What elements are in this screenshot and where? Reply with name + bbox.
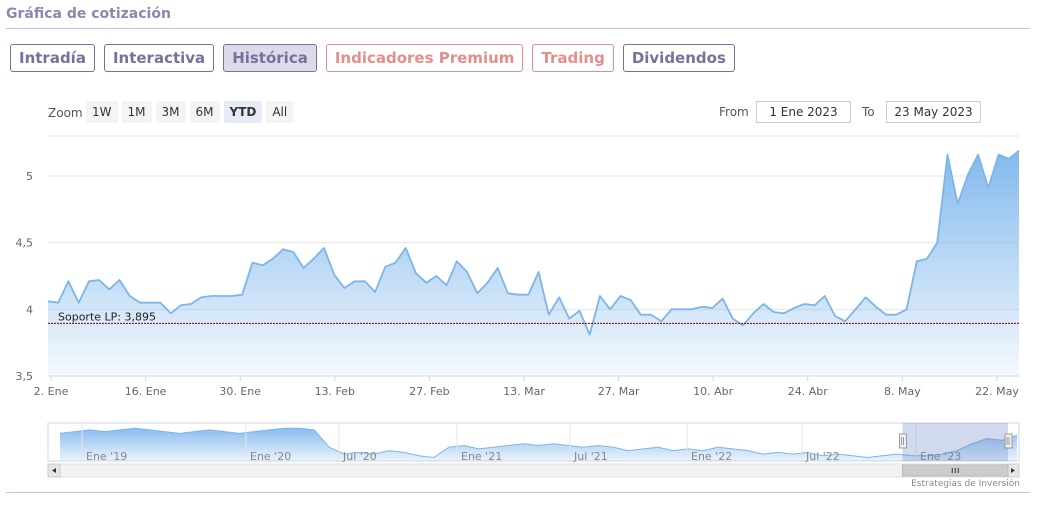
zoom-1w-button[interactable]: 1W — [86, 101, 118, 123]
scrollbar-track — [47, 463, 1020, 478]
y-tick-label: 5 — [26, 170, 33, 183]
navigator-label: Jul '20 — [342, 450, 377, 463]
tab-dividendos[interactable]: Dividendos — [622, 44, 735, 72]
x-tick-label: 8. May — [884, 385, 921, 398]
navigator-label: Ene '21 — [461, 450, 502, 463]
price-area — [48, 150, 1019, 376]
zoom-ytd-button[interactable]: YTD — [223, 101, 263, 123]
zoom-1m-button[interactable]: 1M — [121, 101, 152, 123]
tab-trading[interactable]: Trading — [532, 44, 614, 72]
x-tick-label: 27. Feb — [409, 385, 449, 398]
navigator-right-handle[interactable] — [1004, 433, 1013, 449]
to-date-input[interactable]: 23 May 2023 — [886, 101, 981, 123]
zoom-6m-button[interactable]: 6M — [189, 101, 220, 123]
x-tick-label: 2. Ene — [34, 385, 69, 398]
x-tick-label: 13. Mar — [503, 385, 545, 398]
navigator-label: Ene '22 — [691, 450, 732, 463]
navigator-label: Ene '19 — [86, 450, 127, 463]
tab-interactiva[interactable]: Interactiva — [103, 44, 215, 72]
navigator-label: Ene '20 — [250, 450, 291, 463]
bottom-divider — [6, 492, 1030, 493]
support-line-label: Soporte LP: 3,895 — [58, 310, 156, 323]
tab-historica[interactable]: Histórica — [223, 44, 317, 72]
navigator-line — [59, 427, 1018, 459]
title-divider — [6, 28, 1030, 29]
price-line — [47, 149, 1020, 336]
zoom-label: Zoom — [48, 106, 83, 120]
x-tick-label: 30. Ene — [219, 385, 261, 398]
x-tick-label: 13. Feb — [315, 385, 355, 398]
chart-credits[interactable]: Estrategias de Inversión — [911, 479, 1020, 489]
navigator-window — [902, 423, 1009, 461]
section-title: Gráfica de cotización — [6, 6, 171, 22]
y-tick-label: 4 — [26, 303, 33, 316]
zoom-all-button[interactable]: All — [266, 101, 294, 123]
arrow-left-icon — [52, 468, 56, 473]
navigator-label: Jul '22 — [805, 450, 840, 463]
x-tick-label: 10. Abr — [693, 385, 733, 398]
arrow-right-icon — [1011, 468, 1015, 473]
from-date-input[interactable]: 1 Ene 2023 — [756, 101, 851, 123]
x-tick-label: 27. Mar — [598, 385, 640, 398]
x-tick-label: 16. Ene — [125, 385, 167, 398]
chart-tabs: Intradía Interactiva Histórica Indicador… — [10, 44, 735, 72]
x-tick-label: 22. May — [975, 385, 1019, 398]
price-chart: 3,5 4 4,5 5 Soporte LP: 3,895 2. Ene 16. Ene 30… — [16, 135, 1020, 478]
navigator-label: Ene '23 — [920, 450, 961, 463]
zoom-3m-button[interactable]: 3M — [155, 101, 186, 123]
y-tick-label: 3,5 — [16, 370, 34, 383]
to-label: To — [862, 105, 875, 119]
navigator-label: Jul '21 — [573, 450, 608, 463]
from-label: From — [719, 105, 749, 119]
zoom-buttons: 1W 1M 3M 6M YTD All — [86, 101, 294, 123]
tab-intradia[interactable]: Intradía — [10, 44, 95, 72]
x-tick-label: 24. Abr — [788, 385, 828, 398]
tab-indicadores-premium[interactable]: Indicadores Premium — [325, 44, 524, 72]
navigator-left-handle[interactable] — [898, 433, 907, 449]
y-tick-label: 4,5 — [16, 237, 34, 250]
